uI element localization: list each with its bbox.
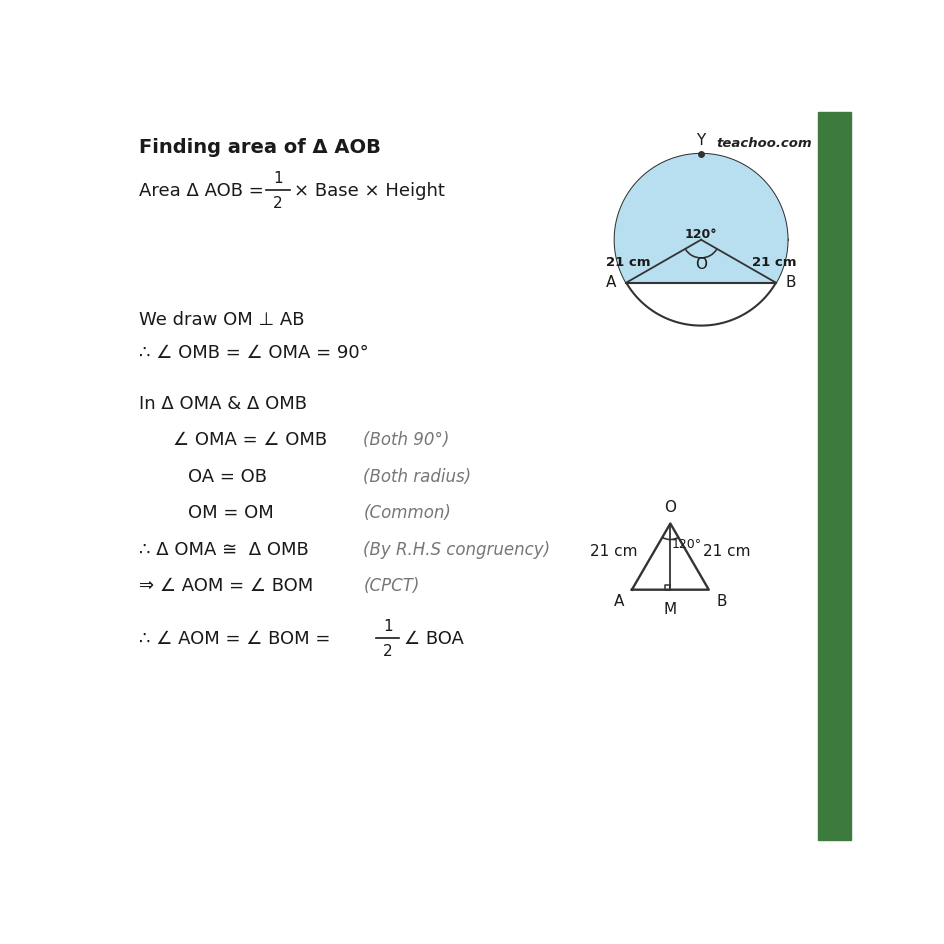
Polygon shape (614, 155, 786, 283)
Text: B: B (716, 594, 726, 609)
Text: A: A (614, 594, 624, 609)
Text: Finding area of Δ AOB: Finding area of Δ AOB (139, 138, 380, 157)
Text: ⇒ ∠ AOM = ∠ BOM: ⇒ ∠ AOM = ∠ BOM (139, 576, 312, 595)
Text: (Both 90°): (Both 90°) (363, 430, 449, 449)
Text: We draw OM ⊥ AB: We draw OM ⊥ AB (139, 311, 304, 329)
Text: B: B (784, 275, 795, 290)
Text: A: A (606, 275, 616, 290)
Text: ∴ ∠ AOM = ∠ BOM =: ∴ ∠ AOM = ∠ BOM = (139, 629, 335, 647)
Text: Area Δ AOB =: Area Δ AOB = (139, 182, 269, 200)
Text: OM = OM: OM = OM (188, 503, 273, 522)
Text: 21 cm: 21 cm (702, 544, 750, 559)
Text: 1: 1 (382, 618, 392, 633)
Text: ∴ ∠ OMB = ∠ OMA = 90°: ∴ ∠ OMB = ∠ OMA = 90° (139, 344, 368, 362)
Text: M: M (663, 601, 676, 615)
Text: ∠ BOA: ∠ BOA (403, 629, 464, 647)
Text: 2: 2 (382, 643, 392, 658)
Text: × Base × Height: × Base × Height (294, 182, 445, 200)
Text: O: O (664, 499, 676, 514)
Text: (Common): (Common) (363, 503, 451, 522)
Text: Y: Y (696, 132, 705, 147)
Text: In Δ OMA & Δ OMB: In Δ OMA & Δ OMB (139, 395, 306, 413)
Text: 1: 1 (273, 171, 282, 186)
Text: 21 cm: 21 cm (605, 256, 649, 268)
Text: (Both radius): (Both radius) (363, 467, 471, 485)
Text: 21 cm: 21 cm (750, 256, 796, 268)
Text: teachoo.com: teachoo.com (716, 137, 812, 149)
Text: 2: 2 (273, 196, 282, 211)
Text: OA = OB: OA = OB (188, 467, 266, 485)
Text: (By R.H.S congruency): (By R.H.S congruency) (363, 540, 550, 558)
Text: 21 cm: 21 cm (590, 544, 637, 559)
Text: ∴ Δ OMA ≅  Δ OMB: ∴ Δ OMA ≅ Δ OMB (139, 540, 308, 558)
Text: O: O (695, 257, 706, 272)
Bar (817, 113, 850, 840)
Text: 120°: 120° (671, 537, 701, 550)
Text: (CPCT): (CPCT) (363, 576, 419, 595)
Text: ∠ OMA = ∠ OMB: ∠ OMA = ∠ OMB (173, 430, 327, 449)
Text: 120°: 120° (684, 228, 716, 242)
